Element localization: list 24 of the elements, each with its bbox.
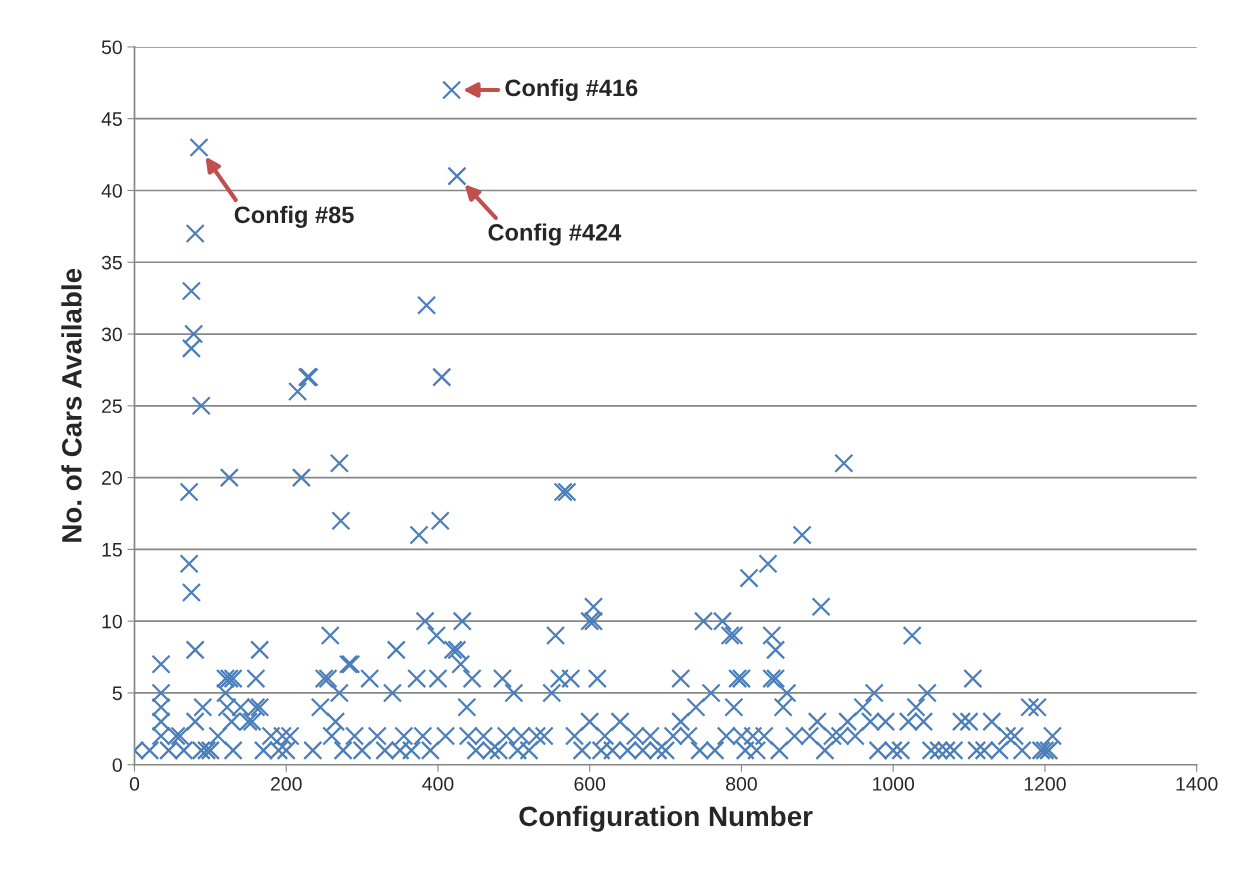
x-tick-label: 400 <box>422 777 454 791</box>
y-tick-label: 25 <box>102 399 122 414</box>
x-tick-label: 200 <box>271 777 302 791</box>
y-tick-label: 50 <box>101 40 122 55</box>
y-tick-label: 15 <box>102 543 122 557</box>
x-tick-label: 1000 <box>873 777 915 791</box>
y-tick-label: 10 <box>102 614 122 629</box>
x-tick-label: 0 <box>129 777 140 791</box>
x-tick-label: 1400 <box>1176 777 1218 791</box>
y-tick-label: 30 <box>101 327 122 342</box>
annotation: Config #85 <box>234 205 354 228</box>
x-tick-label: 1200 <box>1024 777 1066 791</box>
x-tick-label: 600 <box>574 777 606 791</box>
x-axis-title: Configuration Number <box>519 805 813 832</box>
y-axis-title: No. of Cars Available <box>61 268 82 542</box>
y-tick-label: 20 <box>102 471 122 485</box>
y-tick-label: 35 <box>101 255 122 270</box>
y-tick-label: 5 <box>112 686 122 701</box>
x-tick-label: 800 <box>726 777 757 791</box>
annotation: Config #424 <box>488 223 622 246</box>
y-tick-label: 40 <box>101 183 122 198</box>
annotation: Config #416 <box>505 78 638 102</box>
y-tick-label: 0 <box>112 758 122 772</box>
y-tick-label: 45 <box>101 112 122 126</box>
